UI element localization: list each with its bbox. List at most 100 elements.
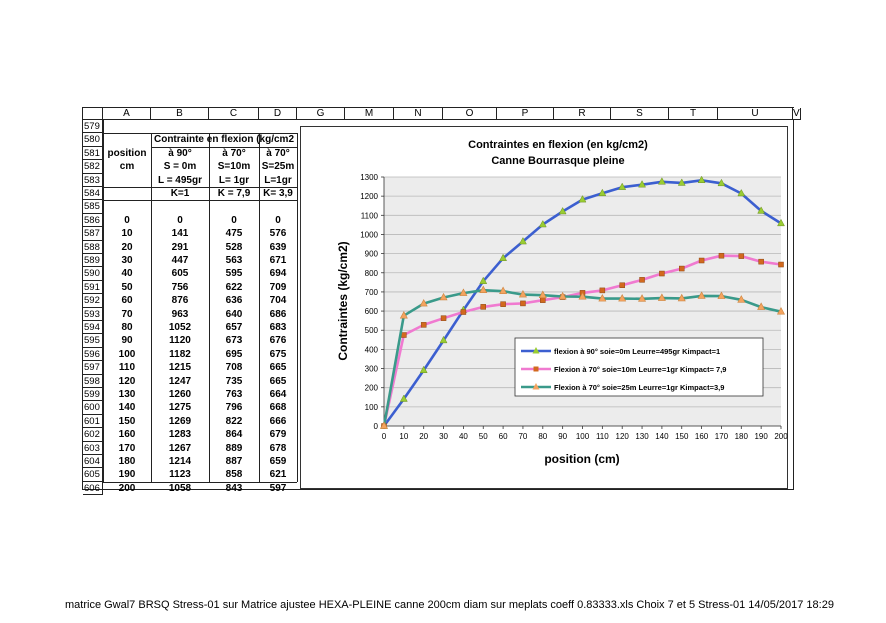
row-header[interactable]: 583: [83, 173, 103, 187]
column-header[interactable]: T: [669, 108, 718, 120]
table-cell[interactable]: 708: [225, 362, 243, 374]
table-cell[interactable]: 141: [171, 228, 189, 240]
table-cell[interactable]: 695: [225, 348, 243, 360]
series-header-cell[interactable]: K= 3,9: [263, 188, 293, 199]
table-cell[interactable]: 0: [124, 214, 130, 226]
table-cell[interactable]: 676: [269, 335, 287, 347]
table-cell[interactable]: 763: [225, 389, 243, 400]
row-header[interactable]: 589: [83, 254, 103, 268]
row-header[interactable]: 579: [83, 120, 103, 134]
column-header[interactable]: U: [718, 108, 793, 120]
row-header[interactable]: 603: [83, 441, 103, 455]
series-header-cell[interactable]: K = 7,9: [217, 188, 251, 199]
row-header[interactable]: 596: [83, 347, 103, 362]
table-cell[interactable]: 110: [118, 362, 136, 374]
table-cell[interactable]: 671: [269, 255, 287, 266]
table-cell[interactable]: 0: [231, 214, 237, 226]
table-cell[interactable]: 475: [225, 228, 243, 240]
table-cell[interactable]: 1120: [169, 335, 191, 347]
row-header[interactable]: 582: [83, 160, 103, 174]
table-cell[interactable]: 150: [118, 415, 136, 427]
column-header[interactable]: C: [209, 108, 259, 120]
row-header[interactable]: 602: [83, 428, 103, 442]
column-header[interactable]: R: [554, 108, 611, 120]
table-cell[interactable]: 675: [269, 348, 287, 360]
table-cell[interactable]: 640: [225, 308, 243, 320]
table-cell[interactable]: 190: [118, 469, 136, 481]
row-header[interactable]: 598: [83, 374, 103, 388]
table-cell[interactable]: 160: [118, 429, 136, 441]
table-cell[interactable]: 822: [225, 415, 243, 427]
column-header[interactable]: D: [259, 108, 297, 120]
table-cell[interactable]: 709: [269, 281, 287, 293]
table-cell[interactable]: 636: [225, 295, 243, 307]
table-cell[interactable]: 668: [269, 402, 287, 414]
row-header[interactable]: 606: [83, 481, 103, 496]
table-cell[interactable]: 528: [225, 241, 243, 253]
row-header[interactable]: 594: [83, 321, 103, 335]
column-header[interactable]: S: [611, 108, 669, 120]
table-cell[interactable]: 20: [121, 241, 133, 253]
unit-header-cell[interactable]: cm: [119, 161, 135, 173]
table-cell[interactable]: 130: [118, 389, 136, 400]
table-cell[interactable]: 622: [225, 281, 243, 293]
column-header[interactable]: A: [103, 108, 151, 120]
table-cell[interactable]: 683: [269, 322, 287, 333]
column-header[interactable]: P: [497, 108, 554, 120]
table-cell[interactable]: 291: [171, 241, 189, 253]
table-cell[interactable]: 1052: [168, 322, 192, 333]
row-header[interactable]: 593: [83, 307, 103, 321]
table-cell[interactable]: 887: [225, 456, 243, 467]
table-cell[interactable]: 679: [269, 429, 287, 441]
table-cell[interactable]: 140: [118, 402, 136, 414]
table-cell[interactable]: 704: [269, 295, 287, 307]
row-header[interactable]: 591: [83, 280, 103, 295]
series-header-cell[interactable]: L=1gr: [264, 174, 292, 186]
series-header-cell[interactable]: à 90°: [168, 147, 192, 159]
row-header[interactable]: 586: [83, 213, 103, 228]
table-cell[interactable]: 673: [225, 335, 243, 347]
table-cell[interactable]: 864: [225, 429, 243, 441]
table-cell[interactable]: 694: [269, 268, 287, 280]
table-cell[interactable]: 50: [121, 281, 133, 293]
column-header[interactable]: V: [793, 108, 801, 120]
table-cell[interactable]: 858: [225, 469, 243, 481]
table-cell[interactable]: 563: [225, 255, 243, 266]
table-cell[interactable]: 686: [269, 308, 287, 320]
row-header[interactable]: 581: [83, 146, 103, 161]
table-cell[interactable]: 843: [225, 482, 243, 494]
table-cell[interactable]: 1214: [168, 456, 192, 467]
series-header-cell[interactable]: L = 495gr: [157, 174, 202, 186]
row-header[interactable]: 592: [83, 294, 103, 308]
column-header[interactable]: N: [394, 108, 443, 120]
row-header[interactable]: 590: [83, 267, 103, 281]
group-title-cell[interactable]: Contrainte en flexion (kg/cm2: [153, 134, 295, 146]
table-cell[interactable]: 1058: [168, 482, 192, 494]
row-header[interactable]: 600: [83, 401, 103, 415]
row-header[interactable]: 587: [83, 227, 103, 241]
series-header-cell[interactable]: S=10m: [217, 161, 251, 173]
table-cell[interactable]: 678: [269, 442, 287, 454]
table-cell[interactable]: 90: [121, 335, 133, 347]
table-cell[interactable]: 10: [121, 228, 133, 240]
table-cell[interactable]: 889: [225, 442, 243, 454]
table-cell[interactable]: 1182: [169, 348, 191, 360]
column-header[interactable]: M: [345, 108, 394, 120]
row-header[interactable]: 601: [83, 414, 103, 429]
table-cell[interactable]: 597: [269, 482, 287, 494]
series-header-cell[interactable]: K=1: [170, 188, 190, 199]
table-cell[interactable]: 40: [121, 268, 133, 280]
table-cell[interactable]: 60: [121, 295, 133, 307]
table-cell[interactable]: 605: [171, 268, 189, 280]
row-header[interactable]: 597: [83, 361, 103, 375]
row-header[interactable]: 588: [83, 240, 103, 254]
table-cell[interactable]: 100: [118, 348, 136, 360]
table-cell[interactable]: 1283: [168, 429, 192, 441]
table-cell[interactable]: 1247: [168, 375, 192, 387]
table-cell[interactable]: 70: [121, 308, 133, 320]
table-cell[interactable]: 120: [118, 375, 136, 387]
table-cell[interactable]: 1275: [168, 402, 192, 414]
row-header[interactable]: 595: [83, 334, 103, 348]
table-cell[interactable]: 1260: [168, 389, 192, 400]
table-cell[interactable]: 664: [269, 389, 287, 400]
